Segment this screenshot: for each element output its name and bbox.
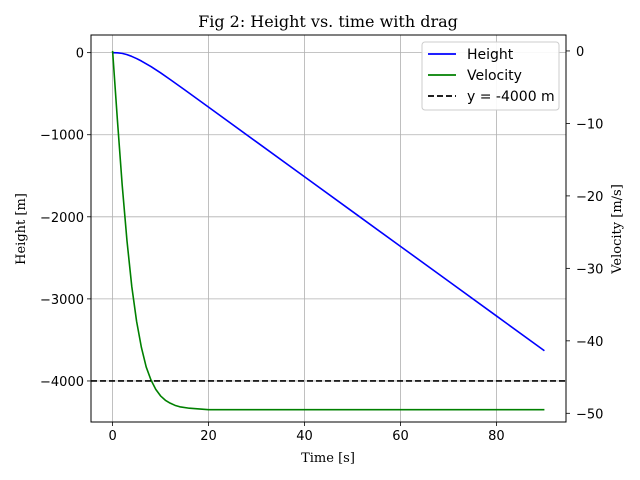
- y-tick-label: −2000: [40, 211, 84, 226]
- ticks: 0 20 40 60 80 0 −1000 −2000 −3000 −4000 0 −10 −20 −30…: [40, 45, 603, 444]
- grid: [91, 35, 566, 422]
- x-tick-label: 40: [296, 429, 313, 444]
- y2-tick-label: −50: [576, 407, 603, 422]
- y2-tick-label: −10: [576, 117, 603, 132]
- legend: Height Velocity y = -4000 m: [421, 41, 560, 111]
- velocity-series-line: [111, 50, 545, 411]
- x-tick-label: 0: [108, 429, 116, 444]
- y2-tick-label: −30: [576, 262, 603, 277]
- chart-title: Fig 2: Height vs. time with drag: [198, 12, 458, 31]
- y2-axis-label: Velocity [m/s]: [610, 184, 625, 275]
- y-tick-label: 0: [76, 47, 84, 62]
- legend-label-height: Height: [467, 47, 514, 63]
- y-tick-label: −1000: [40, 129, 84, 144]
- y-tick-label: −4000: [40, 375, 84, 390]
- legend-label-velocity: Velocity: [467, 68, 522, 84]
- legend-label-threshold: y = -4000 m: [467, 89, 555, 105]
- y-axis-label: Height [m]: [14, 193, 29, 265]
- x-axis-label: Time [s]: [301, 451, 355, 466]
- height-series-line: [112, 51, 545, 352]
- y2-tick-label: −20: [576, 190, 603, 205]
- legend-box: [421, 41, 560, 111]
- x-tick-label: 20: [200, 429, 217, 444]
- plot-frame: [90, 34, 567, 423]
- y2-tick-label: 0: [576, 45, 584, 60]
- x-tick-label: 60: [392, 429, 409, 444]
- y-tick-label: −3000: [40, 293, 84, 308]
- x-tick-label: 80: [488, 429, 505, 444]
- y2-tick-label: −40: [576, 335, 603, 350]
- plot-lines: [91, 50, 566, 411]
